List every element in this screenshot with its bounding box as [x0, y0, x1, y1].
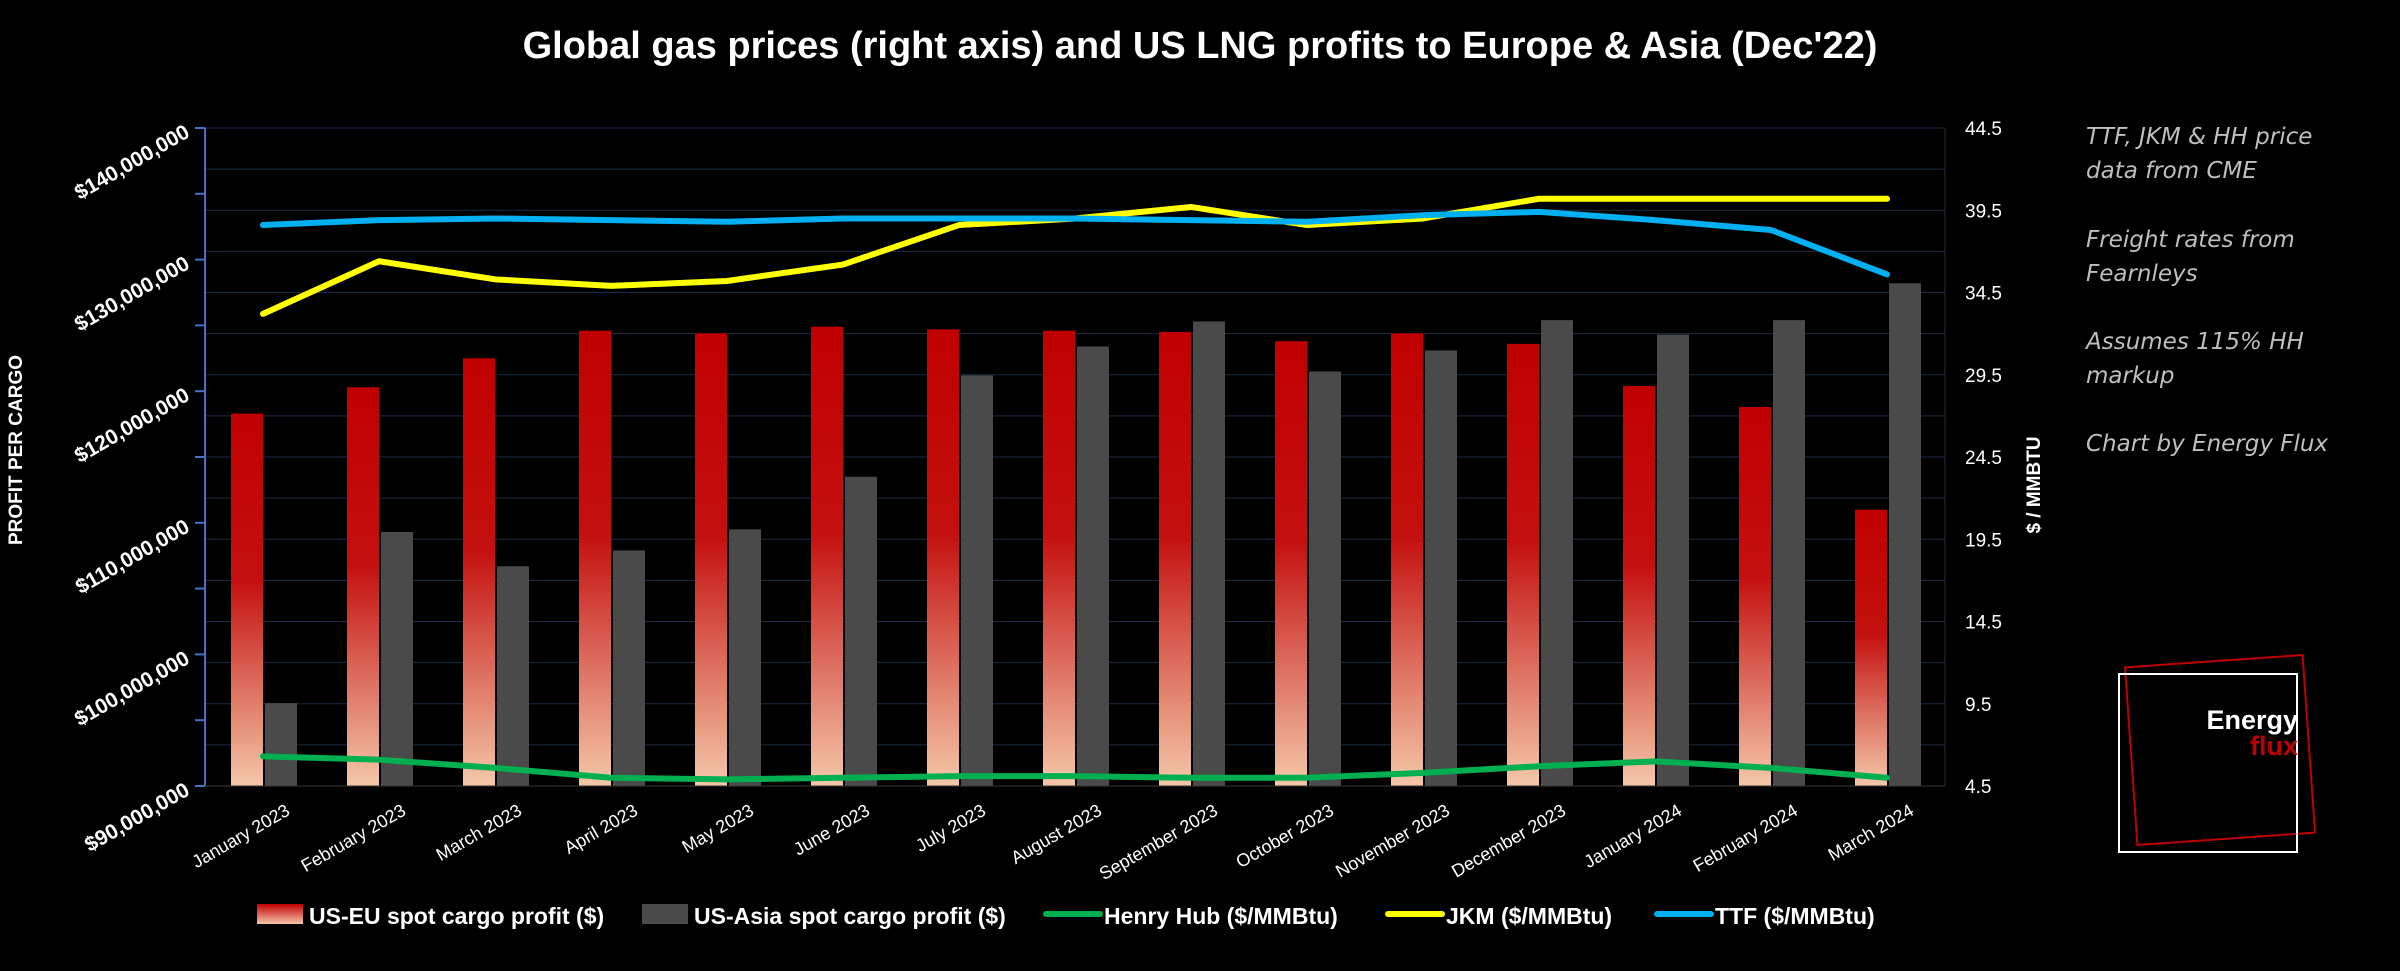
x-tick-label: January 2024: [1581, 800, 1685, 872]
x-tick-label: July 2023: [912, 800, 989, 856]
legend-us-eu-label: US-EU spot cargo profit ($): [309, 903, 604, 929]
note-price-source: TTF, JKM & HH price data from CME: [2086, 124, 2313, 184]
y-left-tick-label: $100,000,000: [71, 647, 194, 731]
bar-us-asia: [1309, 371, 1341, 786]
lines: [260, 195, 1890, 783]
bars: [231, 283, 1921, 786]
y-left-tick-label: $90,000,000: [81, 778, 194, 856]
bar-us-asia: [265, 703, 297, 786]
legend-jkm-label: JKM ($/MMBtu): [1446, 903, 1612, 929]
bar-us-eu: [1391, 333, 1423, 786]
bar-us-eu: [695, 333, 727, 786]
x-tick-label: February 2023: [298, 800, 409, 876]
bar-us-asia: [497, 566, 529, 786]
bar-us-eu: [1507, 343, 1539, 786]
x-tick-label: November 2023: [1332, 800, 1453, 881]
x-tick-label: March 2024: [1825, 800, 1917, 865]
x-tick-label: May 2023: [679, 800, 757, 857]
note-freight-source: Freight rates from Fearnleys: [2086, 227, 2295, 287]
x-tick-label: February 2024: [1690, 800, 1801, 876]
y-right-tick-label: 14.5: [1965, 613, 2002, 634]
y-right-tick-label: 19.5: [1965, 530, 2002, 551]
bar-us-asia: [1077, 346, 1109, 786]
note-markup: Assumes 115% HH markup: [2086, 329, 2304, 389]
legend-ttf-label: TTF ($/MMBtu): [1715, 903, 1875, 929]
bar-us-eu: [231, 413, 263, 786]
bar-us-asia: [729, 529, 761, 786]
bar-us-eu: [347, 387, 379, 786]
x-tick-label: March 2023: [433, 800, 525, 865]
bar-us-eu: [1623, 385, 1655, 786]
bar-us-eu: [463, 358, 495, 786]
y-right-tick-label: 9.5: [1965, 695, 1991, 716]
y-axis-left-label: PROFIT PER CARGO: [6, 355, 27, 545]
bar-us-asia: [1889, 283, 1921, 786]
bar-us-asia: [1425, 350, 1457, 786]
bar-us-asia: [961, 375, 993, 786]
bar-us-eu: [1739, 406, 1771, 786]
energy-flux-logo: Energy flux: [2198, 705, 2298, 761]
legend-us-asia-swatch: [642, 904, 688, 924]
y-right-tick-label: 44.5: [1965, 119, 2002, 140]
x-tick-label: January 2023: [189, 800, 293, 872]
bar-us-eu: [811, 326, 843, 786]
bar-us-asia: [845, 476, 877, 786]
bar-us-eu: [1855, 509, 1887, 786]
x-tick-label: April 2023: [561, 800, 641, 858]
bar-us-eu: [579, 330, 611, 786]
bar-us-asia: [1193, 321, 1225, 786]
bar-us-eu: [927, 329, 959, 786]
legend-us-asia-label: US-Asia spot cargo profit ($): [694, 903, 1006, 929]
bar-us-asia: [1541, 320, 1573, 786]
y-left-tick-label: $110,000,000: [72, 515, 194, 599]
bar-us-eu: [1275, 341, 1307, 786]
y-axis-right-label: $ / MMBTU: [2024, 436, 2045, 533]
y-right-tick-label: 24.5: [1965, 448, 2002, 469]
x-tick-label: September 2023: [1096, 800, 1221, 884]
logo-frame: [2118, 673, 2298, 853]
y-right-tick-label: 34.5: [1965, 284, 2002, 305]
line-henry-hub: [260, 753, 1890, 783]
chart-title: Global gas prices (right axis) and US LN…: [523, 25, 1878, 67]
logo-line-2: flux: [2249, 731, 2298, 761]
logo-line-1: Energy: [2206, 705, 2298, 735]
y-right-tick-label: 29.5: [1965, 366, 2002, 387]
bar-us-asia: [381, 532, 413, 786]
legend-us-eu-swatch: [257, 904, 303, 924]
y-left-tick-label: $140,000,000: [71, 120, 194, 204]
bar-us-asia: [1657, 334, 1689, 786]
line-ttf: [260, 208, 1890, 278]
legend: US-EU spot cargo profit ($) US-Asia spot …: [257, 903, 1875, 929]
note-credit: Chart by Energy Flux: [2086, 431, 2329, 457]
y-left-tick-label: $120,000,000: [71, 384, 194, 468]
bar-us-asia: [1773, 320, 1805, 786]
y-right-tick-label: 4.5: [1965, 777, 1991, 798]
legend-henry-hub-label: Henry Hub ($/MMBtu): [1104, 903, 1338, 929]
y-left-tick-label: $130,000,000: [71, 252, 194, 336]
x-tick-label: June 2023: [790, 800, 873, 859]
bar-us-asia: [613, 550, 645, 786]
x-tick-label: August 2023: [1007, 800, 1105, 868]
x-tick-label: December 2023: [1448, 800, 1569, 881]
bar-us-eu: [1043, 330, 1075, 786]
x-tick-label: October 2023: [1233, 800, 1337, 872]
y-right-tick-label: 39.5: [1965, 201, 2002, 222]
bar-us-eu: [1159, 331, 1191, 786]
